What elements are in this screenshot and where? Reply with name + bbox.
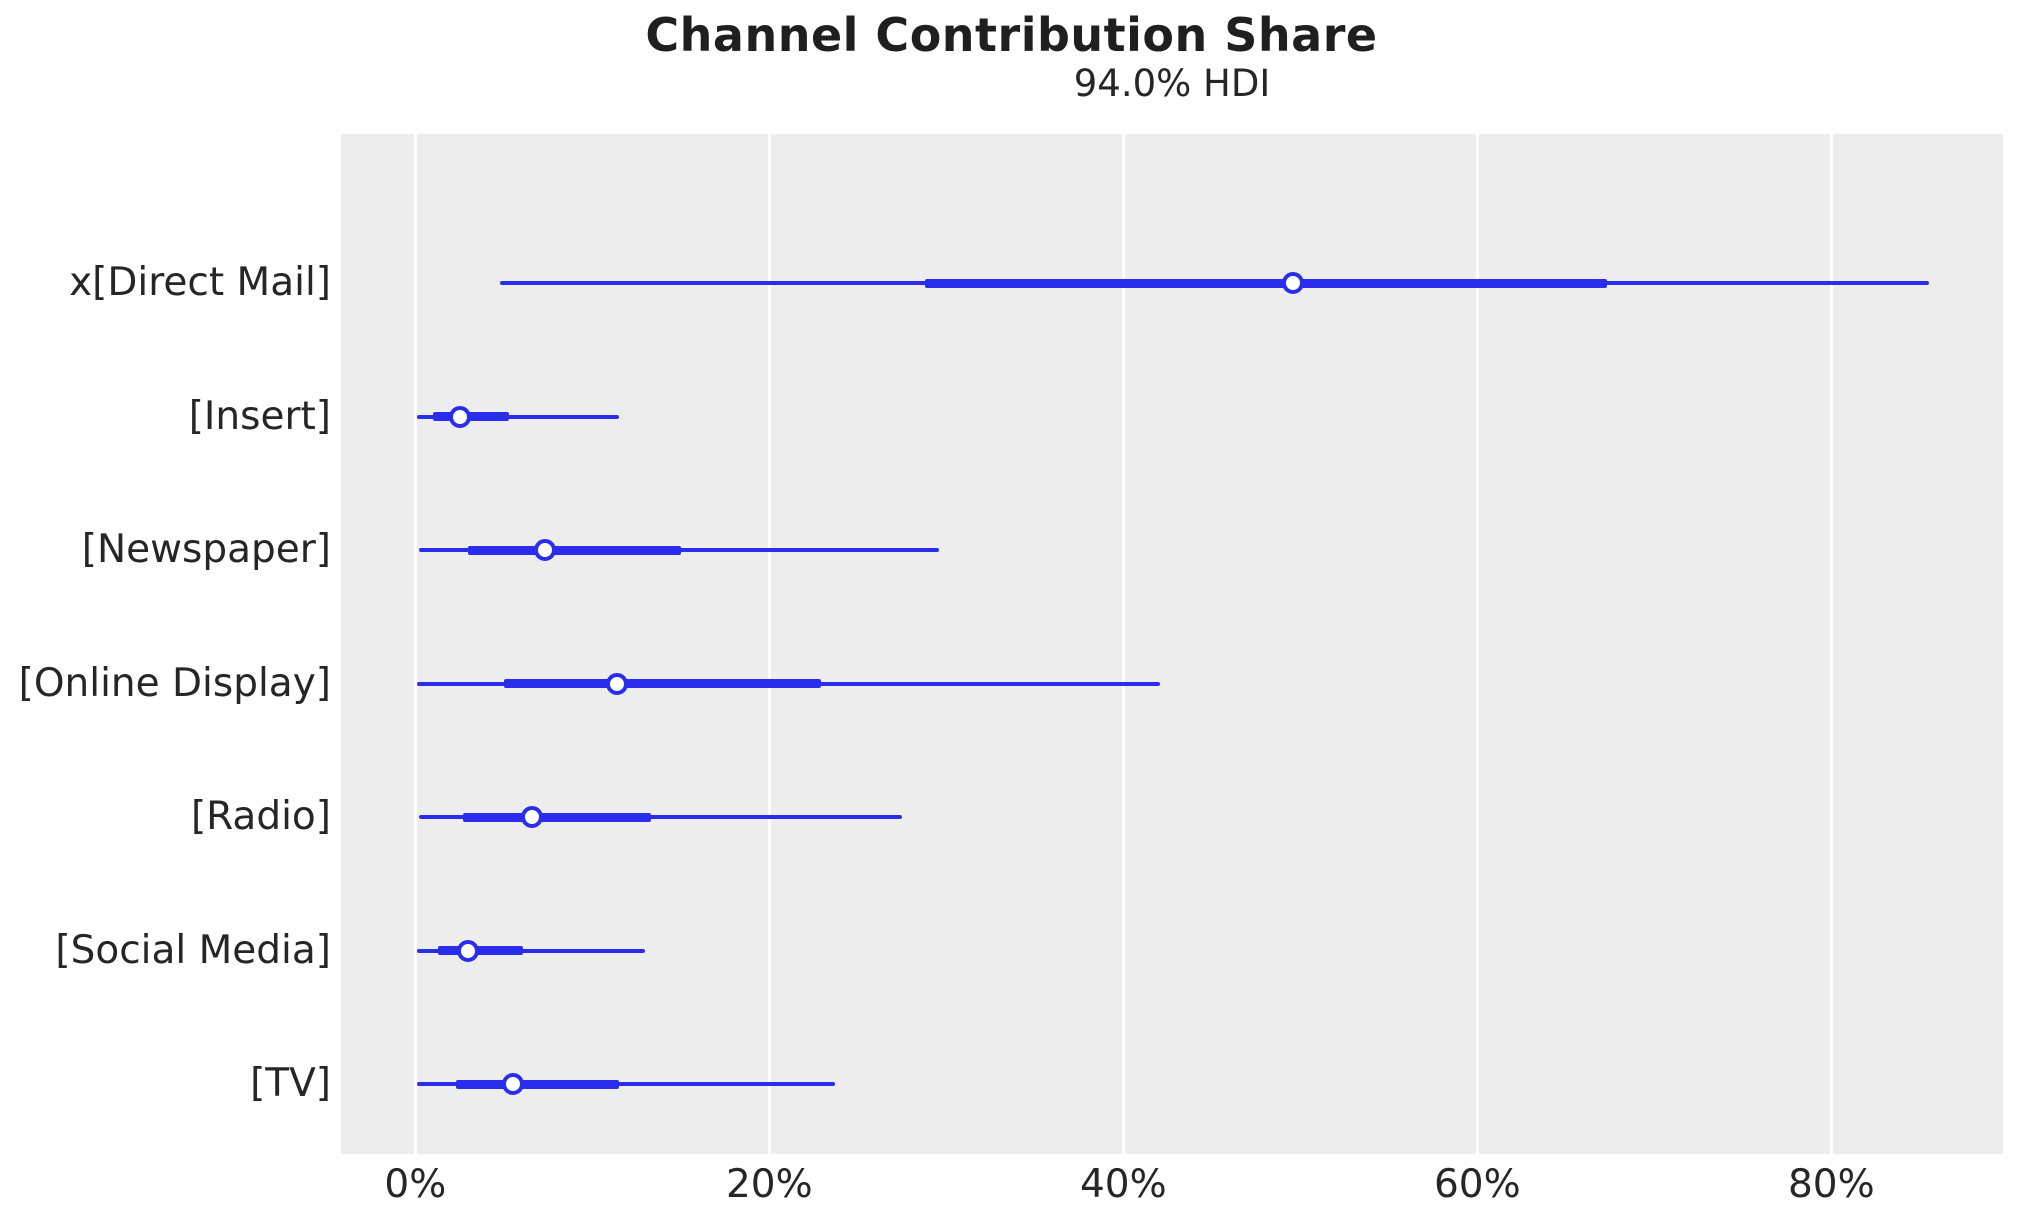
median-marker [457,939,480,962]
median-marker [501,1073,524,1096]
x-tick-label: 60% [1433,1162,1521,1207]
hdi-interval-line [417,1082,835,1087]
y-tick-label: [Radio] [190,794,331,840]
interquartile-line [433,412,510,422]
median-marker [448,405,471,428]
y-tick-label: [Social Media] [55,927,331,973]
hdi-interval-line [418,815,903,820]
median-marker [521,806,544,829]
x-tick-label: 40% [1079,1162,1167,1207]
gridline [767,134,771,1154]
x-tick-label: 20% [725,1162,813,1207]
y-tick-label: [TV] [250,1061,331,1107]
gridline [1121,134,1125,1154]
plot-area [341,134,2003,1154]
y-tick-label: [Newspaper] [81,527,331,573]
x-tick-label: 80% [1787,1162,1875,1207]
y-tick-label: [Online Display] [18,660,331,706]
gridline [413,134,417,1154]
interquartile-line [456,1079,619,1089]
y-tick-label: x[Direct Mail] [69,260,331,306]
interquartile-line [438,946,524,956]
interquartile-line [463,812,651,822]
median-marker [1282,272,1305,295]
hdi-interval-line [417,414,619,419]
median-marker [533,539,556,562]
hdi-interval-line [417,948,646,953]
y-tick-label: [Insert] [188,393,331,439]
chart-subtitle-hdi: 94.0% HDI [1073,62,1271,105]
interquartile-line [468,545,681,555]
chart-title: Channel Contribution Share [645,8,1378,62]
interquartile-line [503,679,821,689]
gridline [1475,134,1479,1154]
interquartile-line [925,278,1607,288]
median-marker [606,672,629,695]
gridline [1829,134,1833,1154]
x-tick-label: 0% [384,1162,447,1207]
